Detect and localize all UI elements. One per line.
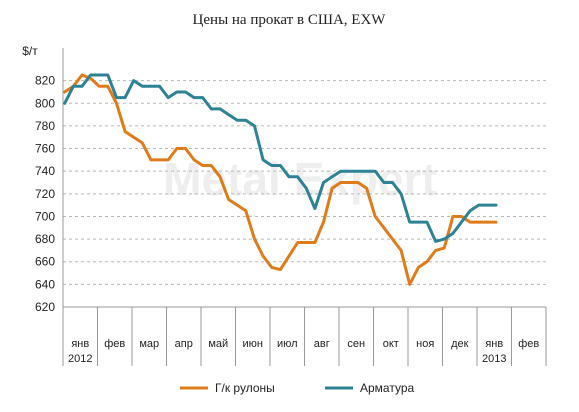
x-year-label: 2013	[482, 353, 506, 365]
y-tick-label: 640	[35, 277, 55, 291]
x-tick-label: июн	[243, 338, 263, 350]
x-tick-label: сен	[347, 338, 365, 350]
x-tick-label: авг	[314, 338, 330, 350]
y-axis-label: $/т	[22, 44, 38, 58]
x-tick-label: фев	[104, 338, 125, 350]
y-tick-label: 660	[35, 255, 55, 269]
x-tick-label: ноя	[416, 338, 434, 350]
legend: Г/к рулоны Арматура	[180, 381, 415, 395]
y-tick-label: 820	[35, 74, 55, 88]
x-tick-label: май	[208, 338, 228, 350]
x-tick-label: фев	[518, 338, 539, 350]
grid	[63, 80, 546, 285]
series-lines	[63, 73, 498, 286]
x-tick-label: янв	[71, 338, 89, 350]
y-tick-label: 780	[35, 119, 55, 133]
x-tick-label: дек	[451, 338, 469, 350]
x-tick-label: янв	[485, 338, 503, 350]
y-tick-label: 620	[35, 300, 55, 314]
y-tick-label: 700	[35, 209, 55, 223]
series-line-hot-rolled-coil	[63, 73, 498, 286]
y-tick-label: 800	[35, 96, 55, 110]
x-tick-label: мар	[139, 338, 159, 350]
y-tick-label: 740	[35, 164, 55, 178]
x-tick-label: июл	[277, 338, 298, 350]
chart-title: Цены на прокат в США, EXW	[193, 12, 387, 28]
x-tick-label: окт	[383, 338, 399, 350]
y-tick-label: 680	[35, 232, 55, 246]
y-tick-label: 760	[35, 142, 55, 156]
x-tick-label: апр	[175, 338, 193, 350]
y-tick-label: 720	[35, 187, 55, 201]
series-line-rebar	[63, 73, 498, 243]
legend-label: Арматура	[360, 381, 415, 395]
x-year-label: 2012	[68, 353, 92, 365]
axes: 620 640 660 680 700 720 740 760 780 800 820 янв фев м…	[35, 48, 547, 366]
legend-label: Г/к рулоны	[215, 381, 275, 395]
